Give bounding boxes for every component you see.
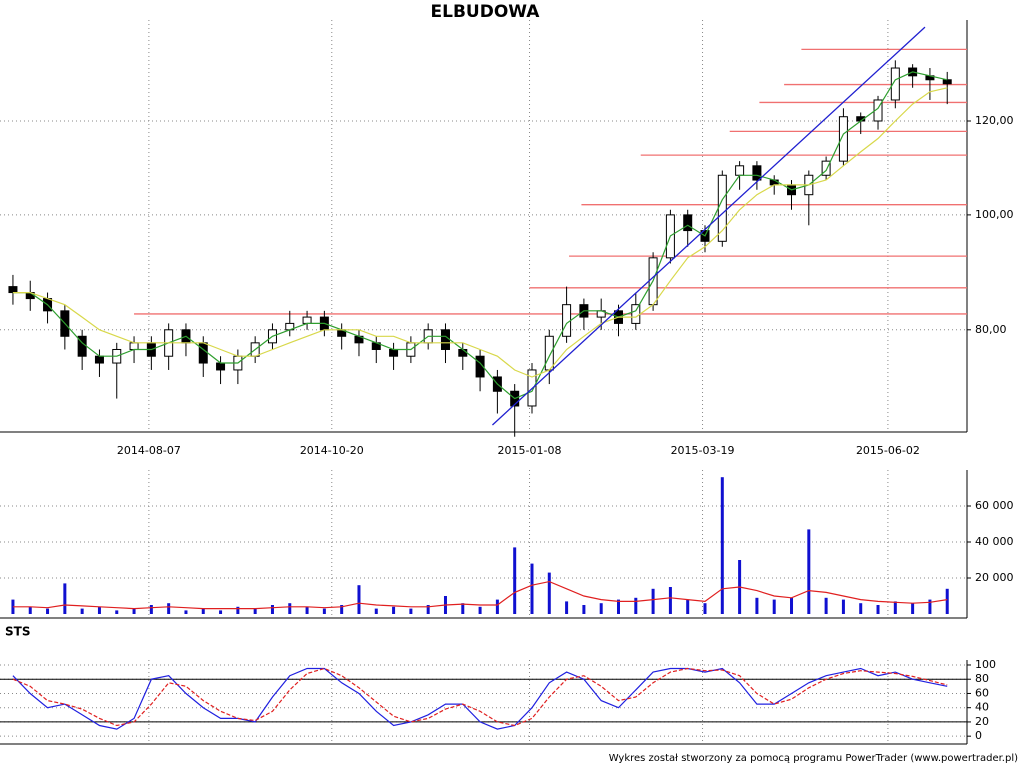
volume-bar	[478, 606, 482, 614]
trend-line	[492, 26, 926, 426]
volume-bar	[46, 608, 50, 614]
x-tick-label: 2015-06-02	[856, 444, 920, 457]
volume-bar	[911, 603, 915, 614]
volume-bar	[547, 572, 551, 614]
volume-bar	[80, 608, 84, 614]
candle-body	[631, 304, 641, 324]
volume-bar	[530, 563, 534, 614]
volume-bar	[755, 597, 759, 614]
volume-bar	[167, 603, 171, 614]
y-tick-label: 100,00	[975, 208, 1014, 221]
volume-bar	[876, 605, 880, 614]
volume-bar	[201, 608, 205, 614]
volume-bar	[357, 585, 361, 614]
y-tick-label: 100	[975, 658, 996, 671]
candle-body	[458, 348, 468, 357]
chart-title: ELBUDOWA	[431, 2, 541, 22]
volume-bar	[720, 477, 724, 614]
volume-bar	[184, 610, 188, 614]
y-tick-label: 0	[975, 729, 982, 742]
volume-bar	[651, 588, 655, 614]
y-tick-label: 40	[975, 701, 989, 714]
candle-body	[838, 116, 848, 162]
volume-bar	[616, 599, 620, 614]
candle-body	[475, 355, 485, 378]
volume-bar	[305, 606, 309, 614]
volume-bar	[28, 606, 32, 614]
volume-bar	[928, 599, 932, 614]
volume-bar	[841, 599, 845, 614]
y-tick-label: 40 000	[975, 535, 1014, 548]
candle-body	[440, 329, 450, 350]
volume-bar	[790, 597, 794, 614]
indicator-line	[12, 667, 948, 727]
y-tick-label: 80	[975, 672, 989, 685]
candle-body	[942, 79, 952, 85]
candle-body	[821, 160, 831, 176]
volume-bar	[97, 606, 101, 614]
volume-bar	[270, 605, 274, 614]
volume-bar	[288, 603, 292, 614]
candle-body	[769, 179, 779, 186]
candle-body	[562, 304, 572, 337]
x-tick-label: 2015-01-08	[498, 444, 562, 457]
volume-bar	[582, 605, 586, 614]
volume-bar	[236, 606, 240, 614]
volume-bar	[824, 597, 828, 614]
candle-body	[129, 342, 139, 350]
volume-bar	[63, 583, 67, 614]
volume-bar	[859, 603, 863, 614]
volume-bar	[409, 608, 413, 614]
volume-bar	[565, 601, 569, 614]
volume-bar	[807, 529, 811, 614]
x-tick-label: 2014-10-20	[300, 444, 364, 457]
volume-bar	[945, 588, 949, 614]
candle-body	[8, 286, 18, 294]
volume-bar	[322, 608, 326, 614]
candle-body	[389, 348, 399, 357]
volume-bar	[668, 587, 672, 614]
indicator-line	[12, 87, 948, 378]
volume-bar	[893, 601, 897, 614]
y-tick-label: 60	[975, 686, 989, 699]
volume-bar	[495, 599, 499, 614]
footer: Wykres został stworzony za pomocą progra…	[609, 753, 1018, 764]
indicator-line	[12, 667, 948, 730]
volume-bar	[132, 608, 136, 614]
candle-body	[544, 335, 554, 371]
volume-bar	[374, 608, 378, 614]
candle-body	[735, 165, 745, 176]
volume-bar	[253, 608, 257, 614]
volume-bar	[599, 603, 603, 614]
volume-bar	[392, 606, 396, 614]
volume-bar	[513, 547, 517, 614]
volume-bar	[686, 599, 690, 614]
candle-body	[683, 214, 693, 232]
volume-bar	[634, 597, 638, 614]
y-tick-label: 60 000	[975, 499, 1014, 512]
x-tick-label: 2014-08-07	[117, 444, 181, 457]
candle-body	[890, 67, 900, 101]
candle-body	[198, 342, 208, 364]
x-tick-label: 2015-03-19	[671, 444, 735, 457]
volume-bar	[149, 605, 153, 614]
volume-bar	[461, 603, 465, 614]
candle-body	[302, 316, 312, 324]
candle-body	[752, 165, 762, 181]
volume-bar	[340, 605, 344, 614]
candle-body	[94, 355, 104, 364]
y-tick-label: 20 000	[975, 571, 1014, 584]
candle-body	[216, 362, 226, 371]
volume-bar	[772, 599, 776, 614]
volume-bar	[219, 610, 223, 614]
volume-bar	[703, 603, 707, 614]
indicator-line	[12, 580, 948, 610]
volume-bar	[115, 610, 119, 614]
y-tick-label: 120,00	[975, 114, 1014, 127]
y-tick-label: 80,00	[975, 323, 1007, 336]
y-tick-label: 20	[975, 715, 989, 728]
volume-bar	[426, 605, 430, 614]
panel-title: STS	[5, 625, 30, 639]
